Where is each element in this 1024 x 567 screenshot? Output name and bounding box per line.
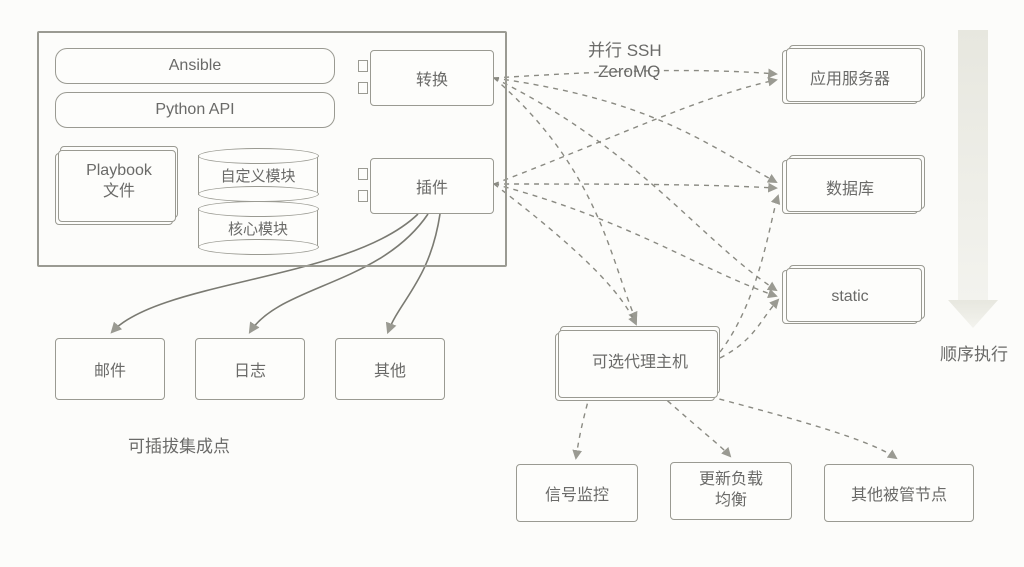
label-text: ZeroMQ xyxy=(598,62,660,81)
node-label: 其他被管节点 xyxy=(851,481,947,505)
label-text: 顺序执行 xyxy=(940,345,1008,364)
node-label: 信号监控 xyxy=(545,481,609,505)
node-label: 更新负载 均衡 xyxy=(699,470,763,512)
label-zeromq: ZeroMQ xyxy=(598,62,660,82)
node-label: 数据库 xyxy=(826,175,874,199)
node-label: 转换 xyxy=(416,66,448,90)
node-log: 日志 xyxy=(195,338,305,400)
node-database: 数据库 xyxy=(782,160,918,214)
node-label: 邮件 xyxy=(94,357,126,381)
port-icon xyxy=(358,82,368,94)
node-label: 其他 xyxy=(374,357,406,381)
node-static: static xyxy=(782,270,918,324)
label-parallel-ssh: 并行 SSH xyxy=(588,36,662,61)
node-label: 日志 xyxy=(234,357,266,381)
node-python-api: Python API xyxy=(55,92,335,128)
sequence-arrow-icon xyxy=(948,30,998,328)
label-seq-exec: 顺序执行 xyxy=(940,340,1008,365)
node-proxy-host: 可选代理主机 xyxy=(560,326,720,394)
node-plugin: 插件 xyxy=(370,158,494,214)
node-label: 应用服务器 xyxy=(810,65,890,89)
node-label: Python API xyxy=(155,101,234,119)
node-label: static xyxy=(831,288,868,306)
port-icon xyxy=(358,60,368,72)
node-label: Playbook 文件 xyxy=(86,161,152,203)
node-custom-module: 自定义模块 xyxy=(198,155,318,195)
node-other-managed: 其他被管节点 xyxy=(824,464,974,522)
node-label: 可选代理主机 xyxy=(592,348,688,372)
node-other: 其他 xyxy=(335,338,445,400)
label-pluggable: 可插拔集成点 xyxy=(128,432,230,457)
label-text: 可插拔集成点 xyxy=(128,437,230,456)
node-app-server: 应用服务器 xyxy=(782,50,918,104)
port-icon xyxy=(358,168,368,180)
node-ansible: Ansible xyxy=(55,48,335,84)
node-core-module: 核心模块 xyxy=(198,208,318,248)
node-label: 核心模块 xyxy=(228,218,288,239)
node-playbook: Playbook 文件 xyxy=(60,146,178,218)
node-label: 插件 xyxy=(416,174,448,198)
node-update-lb: 更新负载 均衡 xyxy=(670,462,792,520)
node-mail: 邮件 xyxy=(55,338,165,400)
label-text: 并行 SSH xyxy=(588,41,662,60)
node-signal-monitor: 信号监控 xyxy=(516,464,638,522)
port-icon xyxy=(358,190,368,202)
node-label: 自定义模块 xyxy=(220,165,295,186)
node-label: Ansible xyxy=(169,57,221,75)
node-transform: 转换 xyxy=(370,50,494,106)
